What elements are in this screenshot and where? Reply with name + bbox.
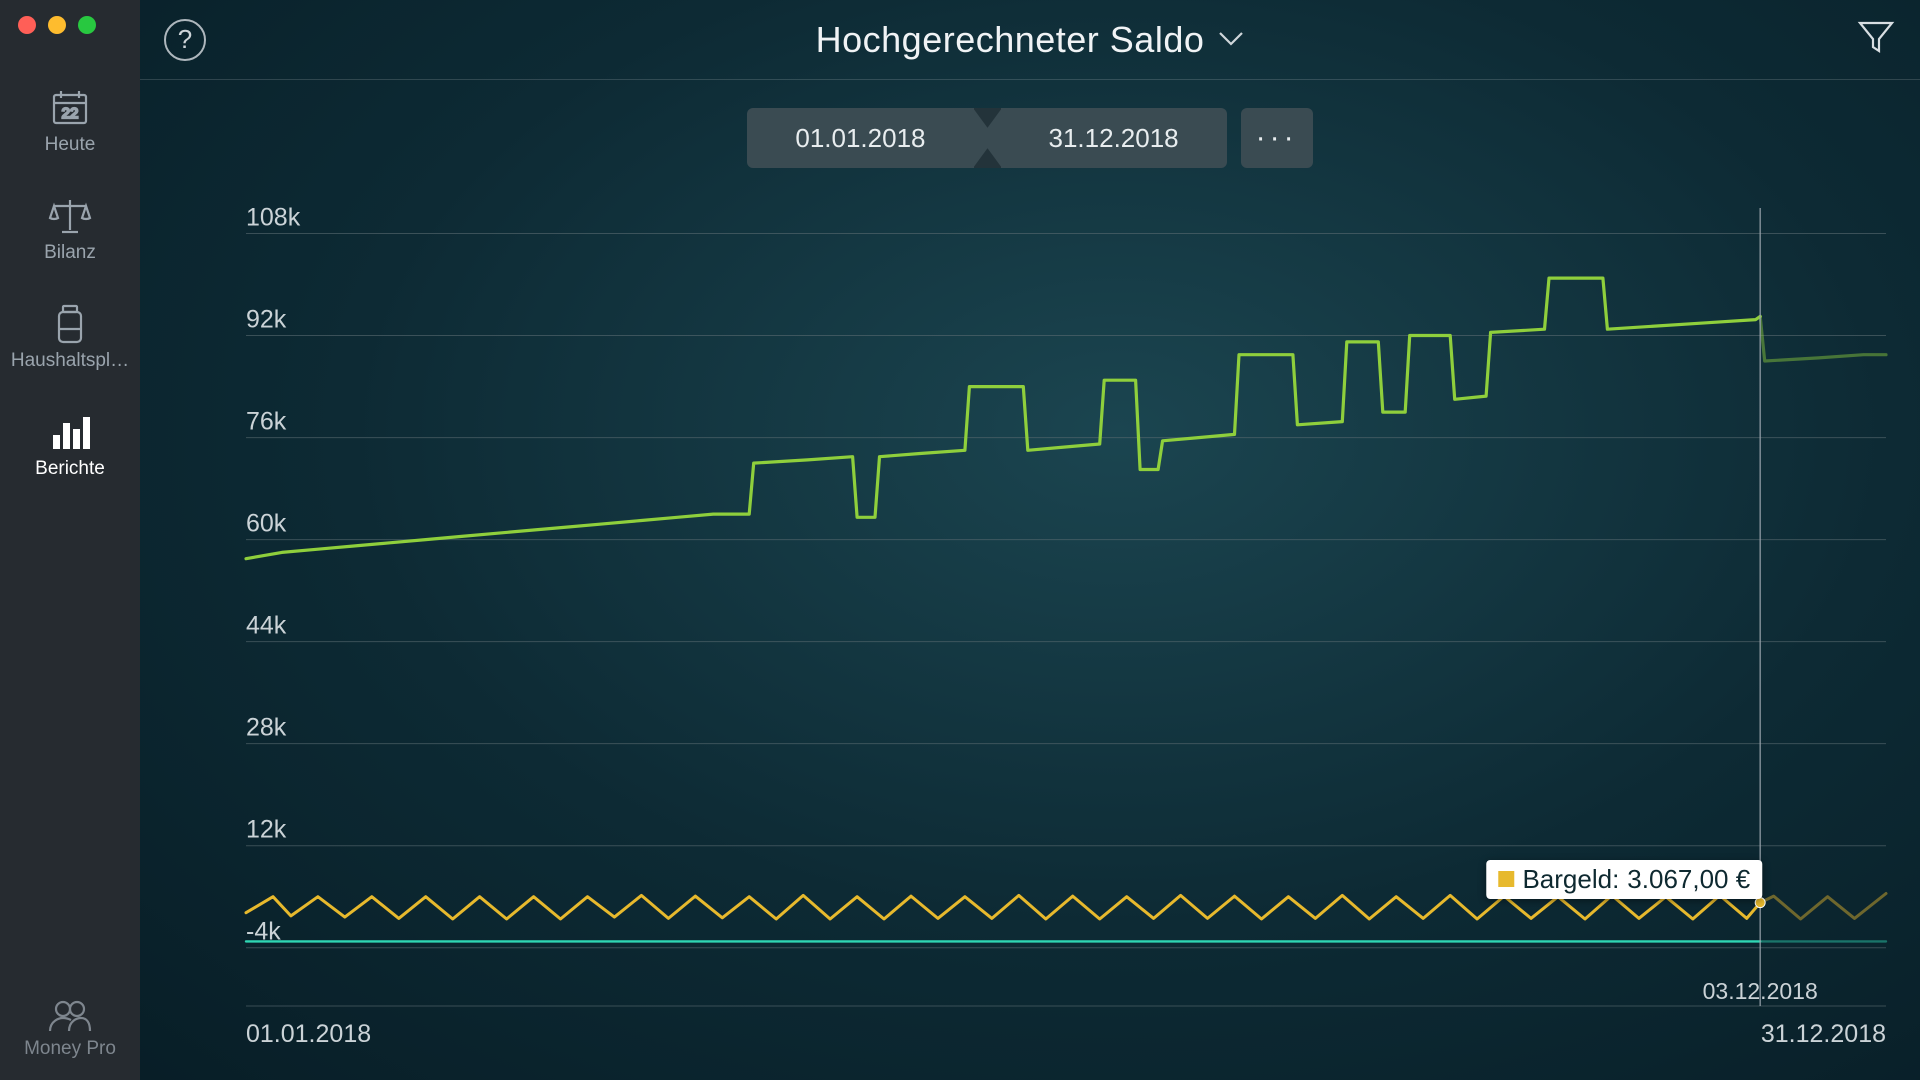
sidebar-item-reports[interactable]: Berichte bbox=[0, 394, 140, 502]
people-icon bbox=[24, 996, 116, 1036]
close-window-button[interactable] bbox=[18, 16, 36, 34]
sidebar-item-moneypro[interactable]: Money Pro bbox=[24, 996, 116, 1080]
bars-icon bbox=[0, 410, 140, 454]
chevron-down-icon bbox=[1218, 24, 1244, 55]
filter-button[interactable] bbox=[1856, 17, 1896, 62]
svg-text:28k: 28k bbox=[246, 714, 287, 742]
topbar: ? Hochgerechneter Saldo bbox=[140, 0, 1920, 80]
sidebar: 22 Heute Bilanz Haushaltspl… bbox=[0, 0, 140, 1080]
main-panel: ? Hochgerechneter Saldo 01.01.2018 bbox=[140, 0, 1920, 1080]
chart-area[interactable]: -4k12k28k44k60k76k92k108k Bargeld: 3.067… bbox=[176, 198, 1890, 1056]
chart-tooltip: Bargeld: 3.067,00 € bbox=[1486, 860, 1762, 899]
svg-text:76k: 76k bbox=[246, 408, 287, 436]
date-range-from[interactable]: 01.01.2018 bbox=[747, 108, 973, 168]
funnel-icon bbox=[1856, 17, 1896, 57]
report-title: Hochgerechneter Saldo bbox=[816, 19, 1205, 61]
x-axis-start-label: 01.01.2018 bbox=[246, 1020, 371, 1049]
tooltip-value: 3.067,00 € bbox=[1627, 864, 1750, 895]
tooltip-label: Bargeld: bbox=[1522, 864, 1619, 895]
help-button[interactable]: ? bbox=[164, 19, 206, 61]
sidebar-item-today[interactable]: 22 Heute bbox=[0, 70, 140, 178]
date-range-to[interactable]: 31.12.2018 bbox=[1001, 108, 1227, 168]
sidebar-item-label: Haushaltspl… bbox=[0, 350, 140, 372]
zoom-window-button[interactable] bbox=[78, 16, 96, 34]
chart-cursor-date: 03.12.2018 bbox=[1703, 978, 1818, 1005]
date-range-picker[interactable]: 01.01.2018 31.12.2018 bbox=[747, 108, 1226, 168]
scales-icon bbox=[0, 194, 140, 238]
more-icon: ··· bbox=[1256, 121, 1298, 155]
svg-text:92k: 92k bbox=[246, 306, 287, 334]
balance-chart[interactable]: -4k12k28k44k60k76k92k108k bbox=[176, 198, 1890, 1056]
svg-text:60k: 60k bbox=[246, 510, 287, 538]
minimize-window-button[interactable] bbox=[48, 16, 66, 34]
calendar-icon: 22 bbox=[0, 86, 140, 130]
question-icon: ? bbox=[178, 24, 192, 55]
sidebar-item-label: Heute bbox=[0, 134, 140, 156]
svg-text:108k: 108k bbox=[246, 204, 301, 232]
report-title-dropdown[interactable]: Hochgerechneter Saldo bbox=[816, 19, 1245, 61]
x-axis-end-label: 31.12.2018 bbox=[1761, 1020, 1886, 1049]
sidebar-item-label: Bilanz bbox=[0, 242, 140, 264]
sidebar-item-balance[interactable]: Bilanz bbox=[0, 178, 140, 286]
jar-icon bbox=[0, 302, 140, 346]
svg-text:22: 22 bbox=[62, 105, 79, 122]
sidebar-item-label: Berichte bbox=[0, 458, 140, 480]
sidebar-item-label: Money Pro bbox=[24, 1038, 116, 1060]
tooltip-swatch bbox=[1498, 871, 1514, 887]
window-controls bbox=[18, 16, 96, 34]
date-range-more-button[interactable]: ··· bbox=[1241, 108, 1313, 168]
date-range-row: 01.01.2018 31.12.2018 ··· bbox=[140, 80, 1920, 182]
svg-text:44k: 44k bbox=[246, 612, 287, 640]
sidebar-item-budget[interactable]: Haushaltspl… bbox=[0, 286, 140, 394]
svg-text:12k: 12k bbox=[246, 816, 287, 844]
